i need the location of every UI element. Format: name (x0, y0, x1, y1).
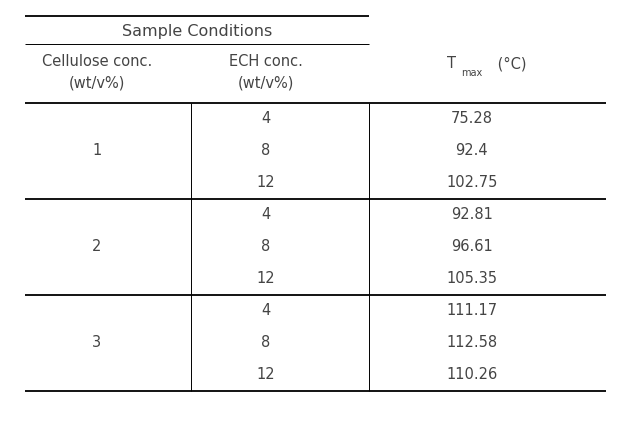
Text: max: max (461, 68, 482, 79)
Text: (wt/v%): (wt/v%) (69, 75, 125, 90)
Text: 12: 12 (256, 175, 275, 190)
Text: T: T (447, 56, 456, 71)
Text: 110.26: 110.26 (446, 367, 498, 382)
Text: 12: 12 (256, 367, 275, 382)
Text: 112.58: 112.58 (446, 335, 498, 350)
Text: 102.75: 102.75 (446, 175, 498, 190)
Text: 4: 4 (261, 303, 270, 318)
Text: 75.28: 75.28 (451, 111, 493, 127)
Text: 92.4: 92.4 (456, 143, 488, 159)
Text: 105.35: 105.35 (446, 271, 498, 286)
Text: 111.17: 111.17 (446, 303, 498, 318)
Text: ECH conc.: ECH conc. (229, 54, 302, 69)
Text: 8: 8 (261, 143, 270, 159)
Text: 8: 8 (261, 335, 270, 350)
Text: 96.61: 96.61 (451, 239, 493, 254)
Text: 12: 12 (256, 271, 275, 286)
Text: Cellulose conc.: Cellulose conc. (42, 54, 152, 69)
Text: 8: 8 (261, 239, 270, 254)
Text: (wt/v%): (wt/v%) (238, 75, 294, 90)
Text: 2: 2 (92, 239, 101, 254)
Text: 92.81: 92.81 (451, 207, 493, 222)
Text: 1: 1 (92, 143, 101, 159)
Text: Sample Conditions: Sample Conditions (122, 24, 272, 39)
Text: (°C): (°C) (493, 56, 527, 71)
Text: 4: 4 (261, 111, 270, 127)
Text: 3: 3 (92, 335, 101, 350)
Text: 4: 4 (261, 207, 270, 222)
